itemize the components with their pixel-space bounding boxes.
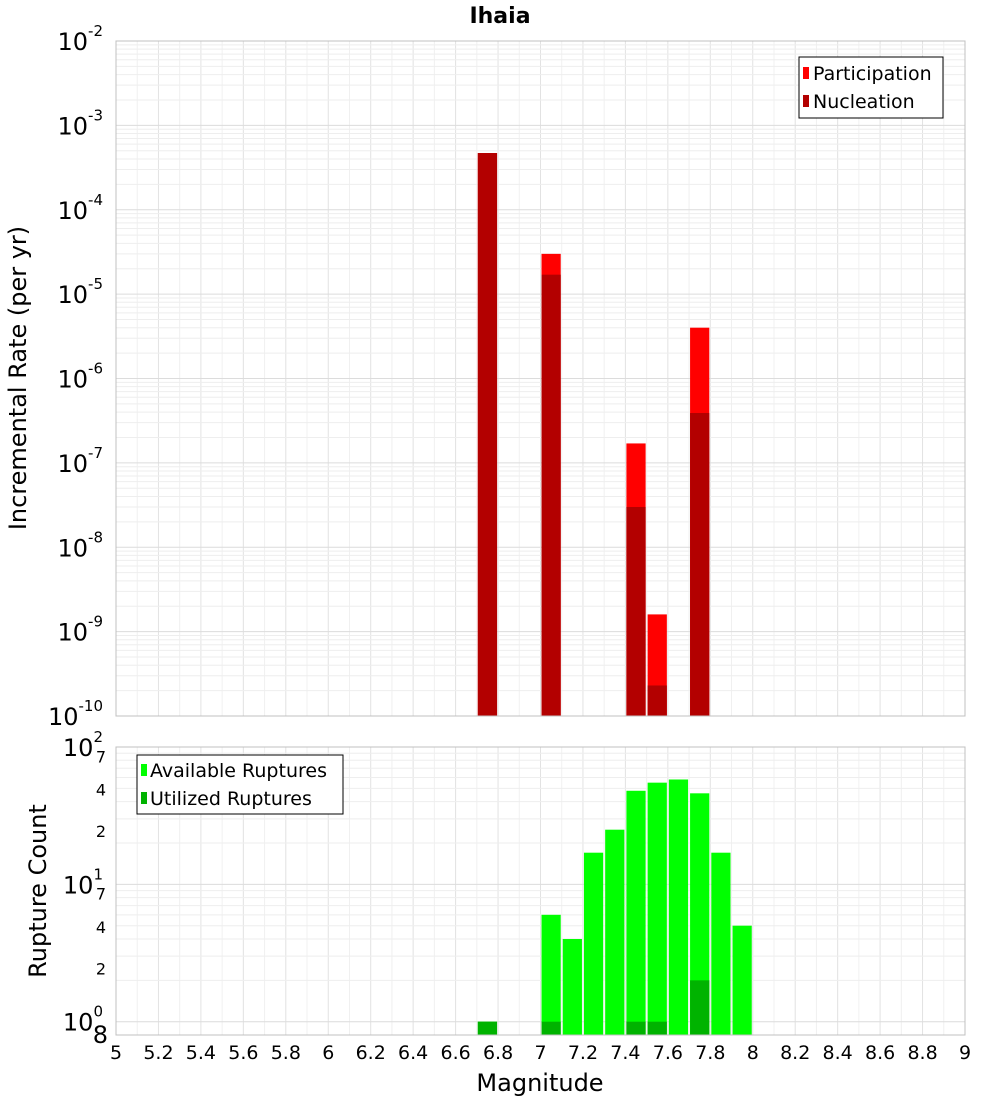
y-minor-tick-label: 7 <box>96 885 106 904</box>
y-minor-tick-label: 4 <box>96 918 106 937</box>
x-tick-label: 7.6 <box>653 1042 683 1064</box>
bottom-bar-available-ruptures <box>605 829 625 1035</box>
y-tick-label: 10-6 <box>57 360 103 394</box>
x-tick-label: 8.6 <box>865 1042 895 1064</box>
x-tick-label: 7 <box>534 1042 546 1064</box>
x-tick-label: 6.8 <box>483 1042 513 1064</box>
bottom-bar-utilized-ruptures <box>541 1021 561 1035</box>
x-tick-label: 5.2 <box>143 1042 173 1064</box>
y-tick-label: 10-2 <box>57 22 103 56</box>
bottom-y-axis-label: Rupture Count <box>24 804 52 978</box>
top-plot-border <box>115 40 966 717</box>
bottom-legend-box <box>136 754 344 815</box>
bottom-bars <box>477 779 752 1035</box>
legend-label-utilized-ruptures: Utilized Ruptures <box>150 788 312 810</box>
legend-label-participation: Participation <box>813 63 932 85</box>
top-bar-nucleation <box>647 685 667 716</box>
x-tick-label: 5.6 <box>228 1042 258 1064</box>
x-tick-label: 5.8 <box>271 1042 301 1064</box>
x-tick-label: 7.4 <box>610 1042 640 1064</box>
y-tick-label: 10-7 <box>57 444 103 478</box>
y-tick-label: 102 <box>63 728 103 762</box>
y-tick-label: 10-10 <box>48 697 103 731</box>
bottom-bar-available-ruptures <box>541 914 561 1035</box>
y-tick-label: 10-3 <box>57 106 103 140</box>
y-minor-tick-label: 4 <box>96 781 106 800</box>
legend-swatch-available-ruptures <box>141 764 147 776</box>
top-bar-nucleation <box>626 506 646 716</box>
y-tick-label: 101 <box>63 865 103 899</box>
bottom-bar-utilized-ruptures <box>647 1021 667 1035</box>
y-bottom-label: 8 <box>93 1021 108 1049</box>
y-minor-tick-label: 2 <box>96 822 106 841</box>
bottom-bar-available-ruptures <box>647 782 667 1035</box>
bottom-bar-utilized-ruptures <box>626 1021 646 1035</box>
x-tick-label: 6.2 <box>356 1042 386 1064</box>
x-tick-label: 5.4 <box>186 1042 216 1064</box>
x-tick-label: 9 <box>959 1042 971 1064</box>
top-bars <box>477 153 710 716</box>
top-bar-nucleation <box>690 413 710 716</box>
x-tick-label: 7.8 <box>695 1042 725 1064</box>
y-tick-label: 10-5 <box>57 275 103 309</box>
y-minor-tick-label: 7 <box>96 747 106 766</box>
legend-label-available-ruptures: Available Ruptures <box>150 760 327 782</box>
y-minor-tick-label: 2 <box>96 959 106 978</box>
top-y-axis-label: Incremental Rate (per yr) <box>4 226 32 530</box>
top-legend: Participation Nucleation <box>798 56 944 119</box>
bottom-bar-available-ruptures <box>668 779 689 1035</box>
x-axis-label: Magnitude <box>476 1069 603 1097</box>
y-tick-label: 10-9 <box>57 613 103 647</box>
bottom-bar-available-ruptures <box>583 852 604 1035</box>
top-bar-nucleation <box>541 274 561 716</box>
y-tick-label: 100 <box>63 1003 103 1037</box>
top-legend-box <box>798 56 944 119</box>
x-tick-label: 8.4 <box>823 1042 853 1064</box>
y-tick-label: 10-8 <box>57 528 103 562</box>
top-grid <box>115 41 966 717</box>
x-tick-label: 5 <box>110 1042 122 1064</box>
chart-title: Ihaia <box>469 4 530 29</box>
bottom-y-tick-labels: 100 101 102 2 4 7 2 4 7 8 <box>63 728 108 1049</box>
x-tick-labels: 5 5.2 5.4 5.6 5.8 6 6.2 6.4 6.6 6.8 7 7.2 7.4 7.6 7.8 8… <box>110 1042 971 1064</box>
bottom-bar-available-ruptures <box>690 793 710 1035</box>
top-y-tick-labels: 10-10 10-9 10-8 10-7 10-6 10-5 10-4 10-3 10-2 <box>48 22 103 731</box>
y-tick-label: 10-4 <box>57 191 103 225</box>
legend-swatch-nucleation <box>803 95 809 107</box>
bottom-bar-available-ruptures <box>711 852 731 1035</box>
x-tick-label: 8.2 <box>780 1042 810 1064</box>
x-tick-label: 6.6 <box>440 1042 470 1064</box>
x-tick-label: 8.8 <box>907 1042 937 1064</box>
bottom-legend: Available Ruptures Utilized Ruptures <box>136 754 344 815</box>
bottom-bar-available-ruptures <box>626 790 646 1035</box>
x-tick-label: 6 <box>322 1042 334 1064</box>
top-bar-nucleation <box>477 153 498 716</box>
bottom-plot-border <box>115 746 966 1036</box>
bottom-bar-available-ruptures <box>732 925 752 1035</box>
legend-label-nucleation: Nucleation <box>813 91 915 113</box>
bottom-bar-utilized-ruptures <box>690 980 710 1035</box>
bottom-bar-available-ruptures <box>562 939 582 1035</box>
legend-swatch-participation <box>803 67 809 79</box>
x-tick-label: 6.4 <box>398 1042 428 1064</box>
x-tick-label: 8 <box>747 1042 759 1064</box>
x-tick-label: 7.2 <box>568 1042 598 1064</box>
legend-swatch-utilized-ruptures <box>141 792 147 804</box>
bottom-bar-utilized-ruptures <box>477 1021 498 1035</box>
